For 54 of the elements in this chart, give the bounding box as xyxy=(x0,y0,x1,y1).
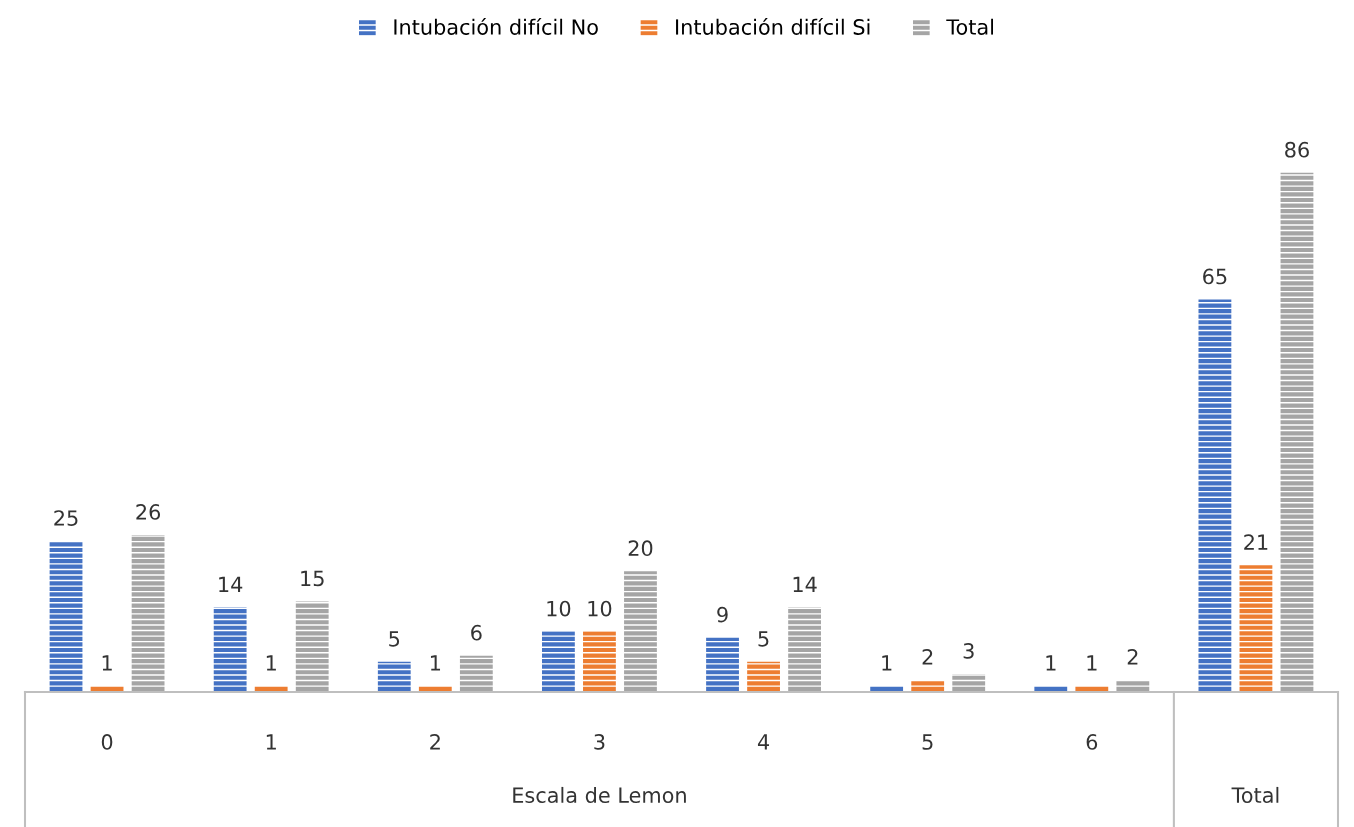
bar xyxy=(213,607,247,692)
data-label: 1 xyxy=(102,655,112,671)
bar xyxy=(911,679,945,692)
data-label: 2 xyxy=(922,649,933,665)
bar xyxy=(583,631,616,692)
x-tick-label: 2 xyxy=(430,734,440,750)
bar xyxy=(788,607,822,692)
data-label: 25 xyxy=(54,510,78,526)
bar xyxy=(1198,299,1232,692)
data-label: 5 xyxy=(389,631,400,647)
data-label: 20 xyxy=(628,540,653,557)
text: Escala de Lemon xyxy=(513,786,686,804)
data-label: 3 xyxy=(963,642,974,659)
bar xyxy=(131,535,165,692)
bar xyxy=(541,631,575,692)
data-label: 6 xyxy=(471,624,482,641)
bar xyxy=(1280,172,1314,692)
bar xyxy=(706,637,739,692)
data-label: 14 xyxy=(219,576,243,593)
data-label: 14 xyxy=(793,576,817,593)
bar xyxy=(952,673,986,692)
bar xyxy=(1116,679,1150,692)
x-tick-label: 4 xyxy=(757,734,770,750)
data-label: 1 xyxy=(1087,655,1097,671)
legend-label: Intubación difícil Si xyxy=(676,17,870,35)
bar xyxy=(295,601,329,692)
data-label: 9 xyxy=(717,606,728,623)
data-label: 1 xyxy=(430,655,441,671)
data-label: 10 xyxy=(588,600,612,617)
bar xyxy=(624,571,657,692)
legend-label: Intubación difícil No xyxy=(394,17,598,35)
x-tick-label: 1 xyxy=(266,734,276,750)
data-label: 21 xyxy=(1244,534,1268,550)
x-tick-label: 0 xyxy=(101,734,113,750)
data-label: 86 xyxy=(1285,141,1309,158)
data-label: 65 xyxy=(1203,268,1227,285)
legend-label: Total xyxy=(946,18,994,35)
text: Total xyxy=(1231,786,1279,804)
bar xyxy=(377,661,411,692)
x-tick-label: 5 xyxy=(922,734,933,750)
bar xyxy=(459,655,493,692)
data-label: 15 xyxy=(301,570,324,587)
data-label: 1 xyxy=(882,655,892,671)
data-label: 2 xyxy=(1127,649,1138,665)
data-label: 10 xyxy=(547,600,571,617)
data-label: 26 xyxy=(136,504,161,520)
data-label: 1 xyxy=(266,655,276,671)
bar xyxy=(1239,565,1273,692)
bar xyxy=(49,541,83,692)
x-tick-label: 3 xyxy=(594,734,605,750)
bar xyxy=(747,661,780,692)
x-tick-label: 6 xyxy=(1086,734,1098,750)
data-label: 1 xyxy=(1046,655,1056,671)
data-label: 5 xyxy=(758,631,769,647)
